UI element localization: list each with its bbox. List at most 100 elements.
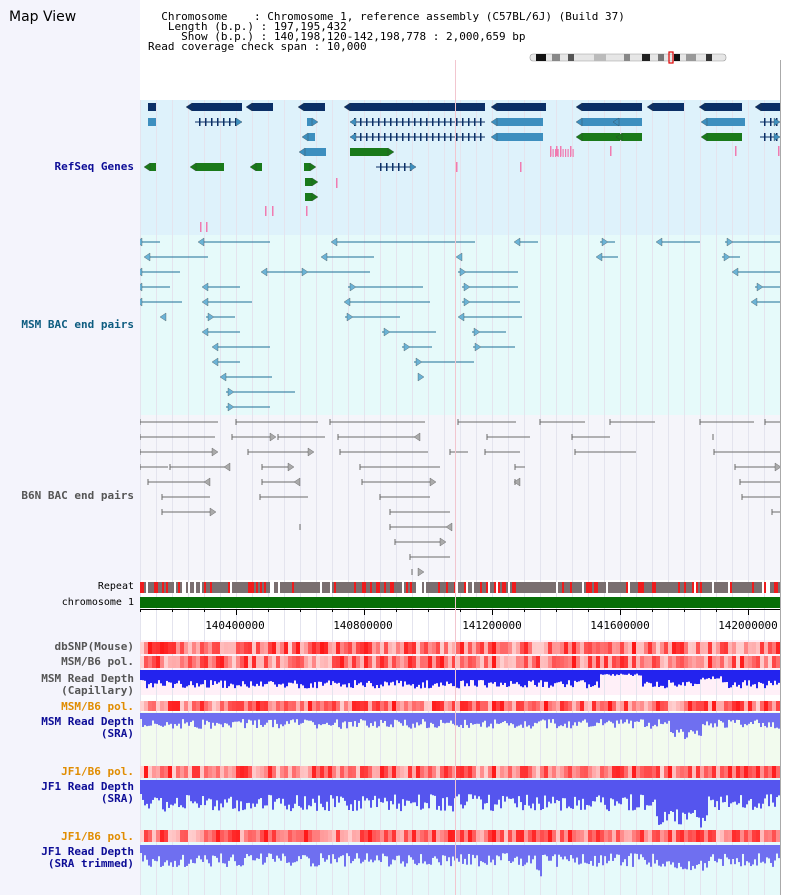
depth-bar	[160, 845, 162, 867]
depth-bar	[720, 780, 722, 797]
depth-bar	[446, 713, 448, 723]
depth-bar	[662, 670, 664, 686]
track-label-jf1-depth-trimmed[interactable]: JF1 Read Depth	[41, 845, 134, 858]
track-label-msm-bac[interactable]: MSM BAC end pairs	[21, 318, 134, 331]
repeat-element	[562, 582, 564, 593]
depth-bar	[764, 845, 766, 864]
heat-cell	[172, 766, 176, 778]
depth-bar	[724, 780, 726, 803]
jf1-read-depth-sra-track[interactable]	[140, 780, 780, 830]
heat-cell	[328, 766, 332, 778]
heat-cell	[480, 830, 484, 842]
depth-bar	[594, 780, 596, 802]
refseq-track[interactable]	[140, 100, 780, 235]
track-label-column	[0, 0, 140, 895]
depth-bar	[694, 713, 696, 734]
heat-cell	[504, 830, 508, 842]
depth-bar	[324, 845, 326, 862]
depth-bar	[352, 780, 354, 811]
depth-bar	[548, 845, 550, 861]
msm-b6-pol-heat-track[interactable]	[140, 656, 780, 668]
track-label-repeat[interactable]: Repeat	[97, 581, 134, 592]
depth-bar	[506, 780, 508, 797]
heat-cell	[320, 656, 324, 668]
depth-bar	[532, 845, 534, 860]
heat-cell	[292, 642, 296, 654]
heat-cell	[272, 642, 276, 654]
depth-bar	[374, 713, 376, 722]
track-label-jf1-b6-pol[interactable]: JF1/B6 pol.	[61, 765, 134, 778]
chromosome-bar[interactable]	[140, 597, 780, 609]
msm-read-depth-capillary-track[interactable]	[140, 670, 780, 694]
depth-bar	[324, 713, 326, 725]
heat-cell	[456, 656, 460, 668]
depth-bar	[186, 713, 188, 723]
depth-bar	[400, 713, 402, 724]
depth-bar	[684, 780, 686, 814]
heat-cell	[720, 701, 724, 711]
axis-tick-label: 140800000	[333, 619, 393, 632]
depth-bar	[654, 670, 656, 687]
heat-cell	[624, 701, 628, 711]
heat-cell	[344, 701, 348, 711]
depth-bar	[218, 713, 220, 724]
heat-cell	[264, 766, 268, 778]
depth-bar	[316, 780, 318, 811]
depth-bar	[516, 845, 518, 857]
msm-read-depth-sra-track[interactable]	[140, 713, 780, 741]
gene-strand-arrow	[297, 102, 305, 112]
depth-bar	[232, 845, 234, 855]
track-label-msm-depth-capillary[interactable]: MSM Read Depth	[41, 672, 134, 685]
depth-bar	[592, 780, 594, 802]
track-label-refseq-genes[interactable]: RefSeq Genes	[54, 160, 134, 173]
heat-cell	[480, 766, 484, 778]
depth-bar	[598, 780, 600, 796]
heat-cell	[656, 766, 660, 778]
repeat-track[interactable]	[140, 582, 780, 593]
heat-cell	[416, 656, 420, 668]
jf1-b6-pol-heat-track-2[interactable]	[140, 830, 780, 842]
repeat-element	[606, 582, 608, 593]
track-label-msm-depth-sra[interactable]: MSM Read Depth	[41, 715, 134, 728]
chromosome-info-row: Chromosome : Chromosome 1, reference ass…	[161, 10, 625, 23]
depth-bar	[476, 780, 478, 799]
track-label-msm-b6-pol[interactable]: MSM/B6 pol.	[61, 655, 134, 668]
depth-bar	[596, 713, 598, 723]
heat-cell	[372, 642, 376, 654]
heat-cell	[556, 642, 560, 654]
jf1-b6-pol-heat-track[interactable]	[140, 766, 780, 778]
bac-end-arrow	[417, 372, 425, 382]
heat-cell	[500, 766, 504, 778]
heat-cell	[204, 766, 208, 778]
jf1-read-depth-sra-trimmed-track[interactable]	[140, 845, 780, 885]
depth-bar	[644, 670, 646, 684]
depth-bar	[310, 713, 312, 721]
msm-bac-track[interactable]	[140, 235, 780, 415]
track-label-dbsnp[interactable]: dbSNP(Mouse)	[54, 640, 134, 653]
heat-cell	[412, 766, 416, 778]
depth-bar	[332, 780, 334, 799]
depth-bar	[512, 670, 514, 684]
heat-cell	[760, 830, 764, 842]
depth-bar	[324, 780, 326, 811]
depth-bar	[704, 780, 706, 821]
track-label-jf1-b6-pol-2[interactable]: JF1/B6 pol.	[61, 830, 134, 843]
chromosome-ideogram[interactable]	[528, 51, 728, 65]
track-label-msm-b6-pol-2[interactable]: MSM/B6 pol.	[61, 700, 134, 713]
msm-b6-pol-heat-track-2[interactable]	[140, 701, 780, 711]
b6n-bac-track[interactable]	[140, 415, 780, 580]
depth-bar	[538, 670, 540, 683]
depth-bar	[548, 670, 550, 688]
gene-marker	[562, 149, 564, 157]
dbsnp-heat-track[interactable]	[140, 642, 780, 654]
track-label-jf1-depth-sra[interactable]: JF1 Read Depth	[41, 780, 134, 793]
depth-bar	[510, 713, 512, 724]
depth-bar	[502, 670, 504, 685]
depth-bar	[602, 845, 604, 866]
heat-cell	[608, 830, 612, 842]
repeat-element	[182, 582, 184, 593]
depth-bar	[710, 670, 712, 680]
heat-cell	[552, 830, 556, 842]
depth-bar	[586, 780, 588, 806]
track-label-b6n-bac[interactable]: B6N BAC end pairs	[21, 489, 134, 502]
